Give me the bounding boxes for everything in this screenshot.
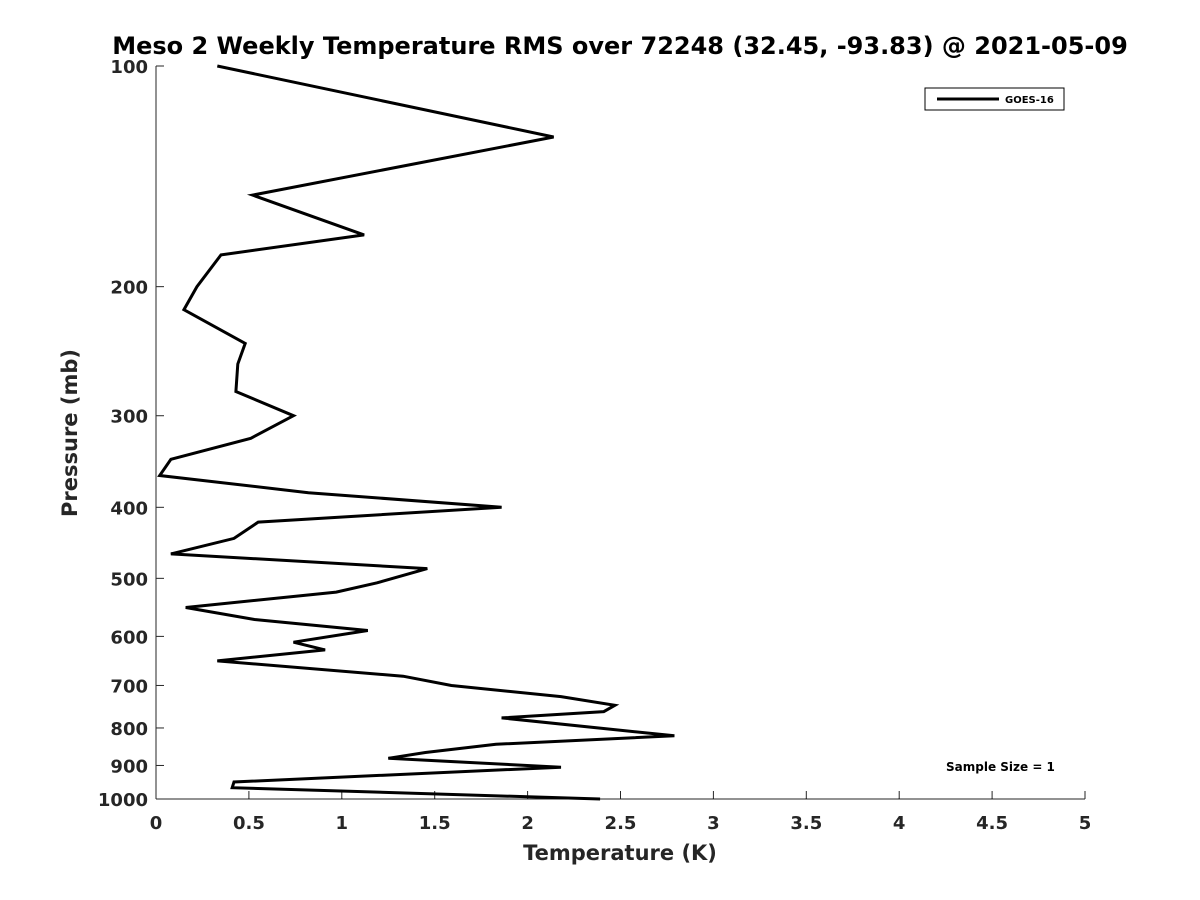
chart-title: Meso 2 Weekly Temperature RMS over 72248… bbox=[112, 32, 1128, 60]
y-tick-label: 400 bbox=[110, 498, 148, 519]
y-tick-label: 500 bbox=[110, 569, 148, 590]
axes bbox=[155, 66, 1085, 800]
x-tick-label: 5 bbox=[1079, 813, 1092, 834]
y-tick-label: 700 bbox=[110, 676, 148, 697]
series-layer bbox=[157, 64, 675, 801]
series-line-goes-16 bbox=[157, 64, 675, 801]
legend-label: GOES-16 bbox=[1005, 95, 1054, 106]
y-tick-label: 800 bbox=[110, 719, 148, 740]
x-tick-label: 0 bbox=[150, 813, 163, 834]
y-tick-label: 200 bbox=[110, 278, 148, 299]
x-tick-label: 0.5 bbox=[233, 813, 265, 834]
y-tick-label: 600 bbox=[110, 627, 148, 648]
x-tick-label: 1 bbox=[336, 813, 349, 834]
sample-size-annotation: Sample Size = 1 bbox=[946, 760, 1055, 774]
legend: GOES-16 bbox=[924, 87, 1065, 111]
x-tick-label: 3.5 bbox=[790, 813, 822, 834]
x-axis-label: Temperature (K) bbox=[523, 841, 717, 865]
x-tick-label: 2 bbox=[521, 813, 534, 834]
y-tick-label: 1000 bbox=[98, 790, 148, 811]
x-tick-label: 3 bbox=[707, 813, 720, 834]
y-ticks: 100 200 300 400 500 600 700 800 900 1000 bbox=[98, 57, 164, 811]
x-ticks: 0 0.5 1 1.5 2 2.5 3 3.5 4 4.5 5 bbox=[150, 791, 1092, 834]
x-tick-label: 2.5 bbox=[605, 813, 637, 834]
x-tick-label: 4.5 bbox=[976, 813, 1008, 834]
y-tick-label: 300 bbox=[110, 407, 148, 428]
y-tick-label: 100 bbox=[110, 57, 148, 78]
y-tick-label: 900 bbox=[110, 756, 148, 777]
y-axis-label: Pressure (mb) bbox=[58, 349, 82, 517]
x-tick-label: 4 bbox=[893, 813, 906, 834]
x-tick-label: 1.5 bbox=[419, 813, 451, 834]
